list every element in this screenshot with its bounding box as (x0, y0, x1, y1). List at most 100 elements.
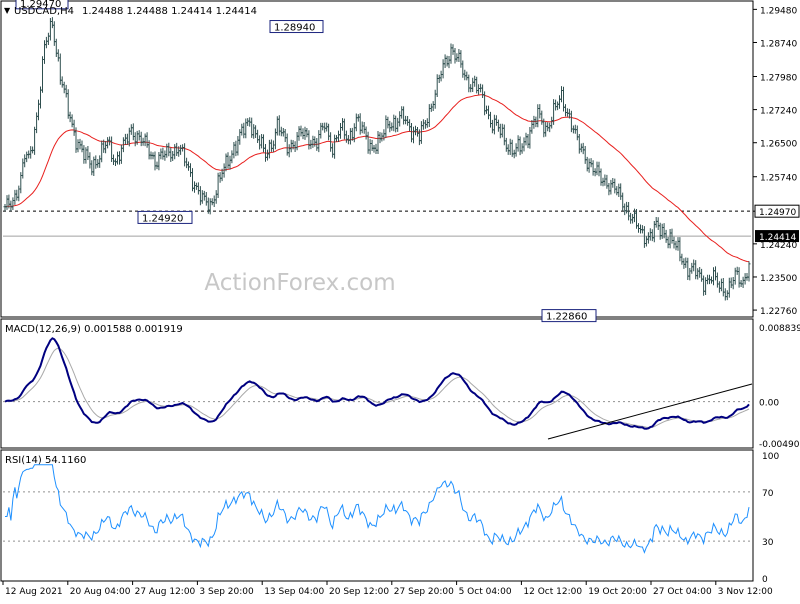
price-axis: 1.29480 1.28740 1.27980 1.27240 1.26500 1.257… (753, 6, 800, 317)
ohlc-bar (185, 157, 189, 169)
ohlc-bar (433, 89, 437, 109)
ohlc-bar (644, 236, 648, 247)
ohlc-bar (183, 143, 187, 167)
ohlc-bar (157, 152, 161, 171)
ohlc-bar (193, 181, 196, 193)
ohlc-bar (631, 214, 635, 224)
ohlc-bar (80, 140, 84, 153)
ohlc-bar (562, 86, 565, 112)
ohlc-bar (490, 119, 494, 134)
ohlc-bar (489, 111, 492, 128)
price-tick-label: 1.23500 (760, 274, 797, 284)
ohlc-bar (163, 150, 167, 161)
ohlc-bar (64, 84, 68, 98)
ohlc-bar (273, 128, 277, 150)
ohlc-bar (362, 122, 366, 134)
ohlc-bar (579, 143, 583, 153)
price-tick-label: 1.28740 (760, 39, 797, 49)
ohlc-bar (473, 75, 477, 87)
ohlc-bar (723, 288, 727, 301)
ohlc-bar (90, 160, 94, 176)
ohlc-bar (530, 120, 534, 134)
ohlc-bar (234, 140, 238, 157)
ohlc-bar (44, 36, 48, 49)
ohlc-bar (153, 151, 157, 171)
ohlc-bar (266, 149, 269, 161)
ohlc-bar (118, 151, 121, 165)
ohlc-bar (447, 56, 451, 69)
price-bars (3, 17, 751, 301)
ohlc-bar (741, 276, 745, 288)
ohlc-bar (431, 101, 435, 111)
ohlc-bar (187, 161, 190, 171)
ohlc-bar (143, 133, 147, 147)
ohlc-bar (226, 152, 230, 169)
ohlc-bar (189, 163, 192, 177)
ohlc-bar (640, 225, 644, 234)
ohlc-bar (232, 142, 236, 159)
ohlc-bar (358, 113, 362, 135)
ohlc-bar (62, 81, 66, 94)
ohlc-bar (688, 268, 692, 281)
symbol-label: USDCAD,H4 (14, 6, 74, 17)
ohlc-bar (116, 151, 119, 165)
ohlc-bar (721, 278, 725, 297)
ohlc-bar (342, 118, 346, 140)
ohlc-bar (60, 76, 64, 88)
ohlc-bar (125, 133, 129, 145)
ohlc-bar (597, 161, 601, 177)
ohlc-bar (50, 17, 54, 29)
ohlc-bar (252, 124, 256, 139)
ohlc-bar (481, 84, 485, 98)
ohlc-bar (68, 111, 72, 123)
ohlc-bar (538, 104, 542, 119)
price-levels (3, 210, 751, 237)
time-tick-label: 3 Sep 20:00 (199, 587, 254, 597)
ohlc-bar (613, 178, 617, 194)
ohlc-bar (514, 143, 518, 157)
current-price-label: 1.24414 (759, 233, 796, 243)
ohlc-bar (512, 149, 516, 159)
ohlc-bar (106, 137, 110, 149)
ohlc-bar (301, 128, 305, 140)
ohlc-bar (311, 135, 315, 148)
rsi-line (5, 464, 750, 554)
ohlc-bar (43, 40, 46, 64)
ohlc-bar (615, 186, 619, 196)
price-tick-label: 1.22760 (760, 307, 797, 317)
ohlc-bar (607, 183, 611, 196)
ohlc-bar (719, 278, 723, 292)
ohlc-bar (522, 137, 526, 152)
ohlc-bar (575, 125, 579, 141)
ohlc-bar (56, 49, 60, 62)
ohlc-bar (463, 69, 467, 81)
dropdown-arrow-icon[interactable]: ▼ (4, 6, 11, 15)
rsi-tick-label: 70 (762, 489, 774, 499)
ohlc-bar (550, 116, 554, 129)
ohlc-bar (461, 60, 465, 78)
rsi-tick-label: 30 (762, 538, 774, 548)
ohlc-bar (46, 32, 50, 45)
ohlc-bar (520, 143, 524, 154)
ohlc-bar (313, 136, 317, 147)
ohlc-bar (441, 59, 445, 79)
ohlc-bar (293, 141, 297, 152)
ohlc-bar (240, 123, 244, 136)
ohlc-bar (86, 146, 90, 160)
ohlc-bar (704, 277, 708, 295)
time-tick-label: 12 Oct 12:00 (523, 587, 582, 597)
ohlc-bar (17, 185, 21, 202)
macd-trendline (547, 383, 753, 440)
price-annotation-label: 1.22860 (546, 312, 587, 323)
ohlc-bar (421, 119, 425, 130)
ohlc-bar (696, 268, 700, 280)
ohlc-bar (11, 197, 15, 210)
ohlc-bar (256, 129, 260, 143)
ohlc-bar (394, 115, 398, 133)
ohlc-bar (682, 258, 686, 269)
ohlc-bar (508, 138, 512, 155)
ohlc-bar (161, 147, 165, 160)
ohlc-bar (524, 132, 528, 146)
time-tick-label: 13 Sep 04:00 (264, 587, 324, 597)
